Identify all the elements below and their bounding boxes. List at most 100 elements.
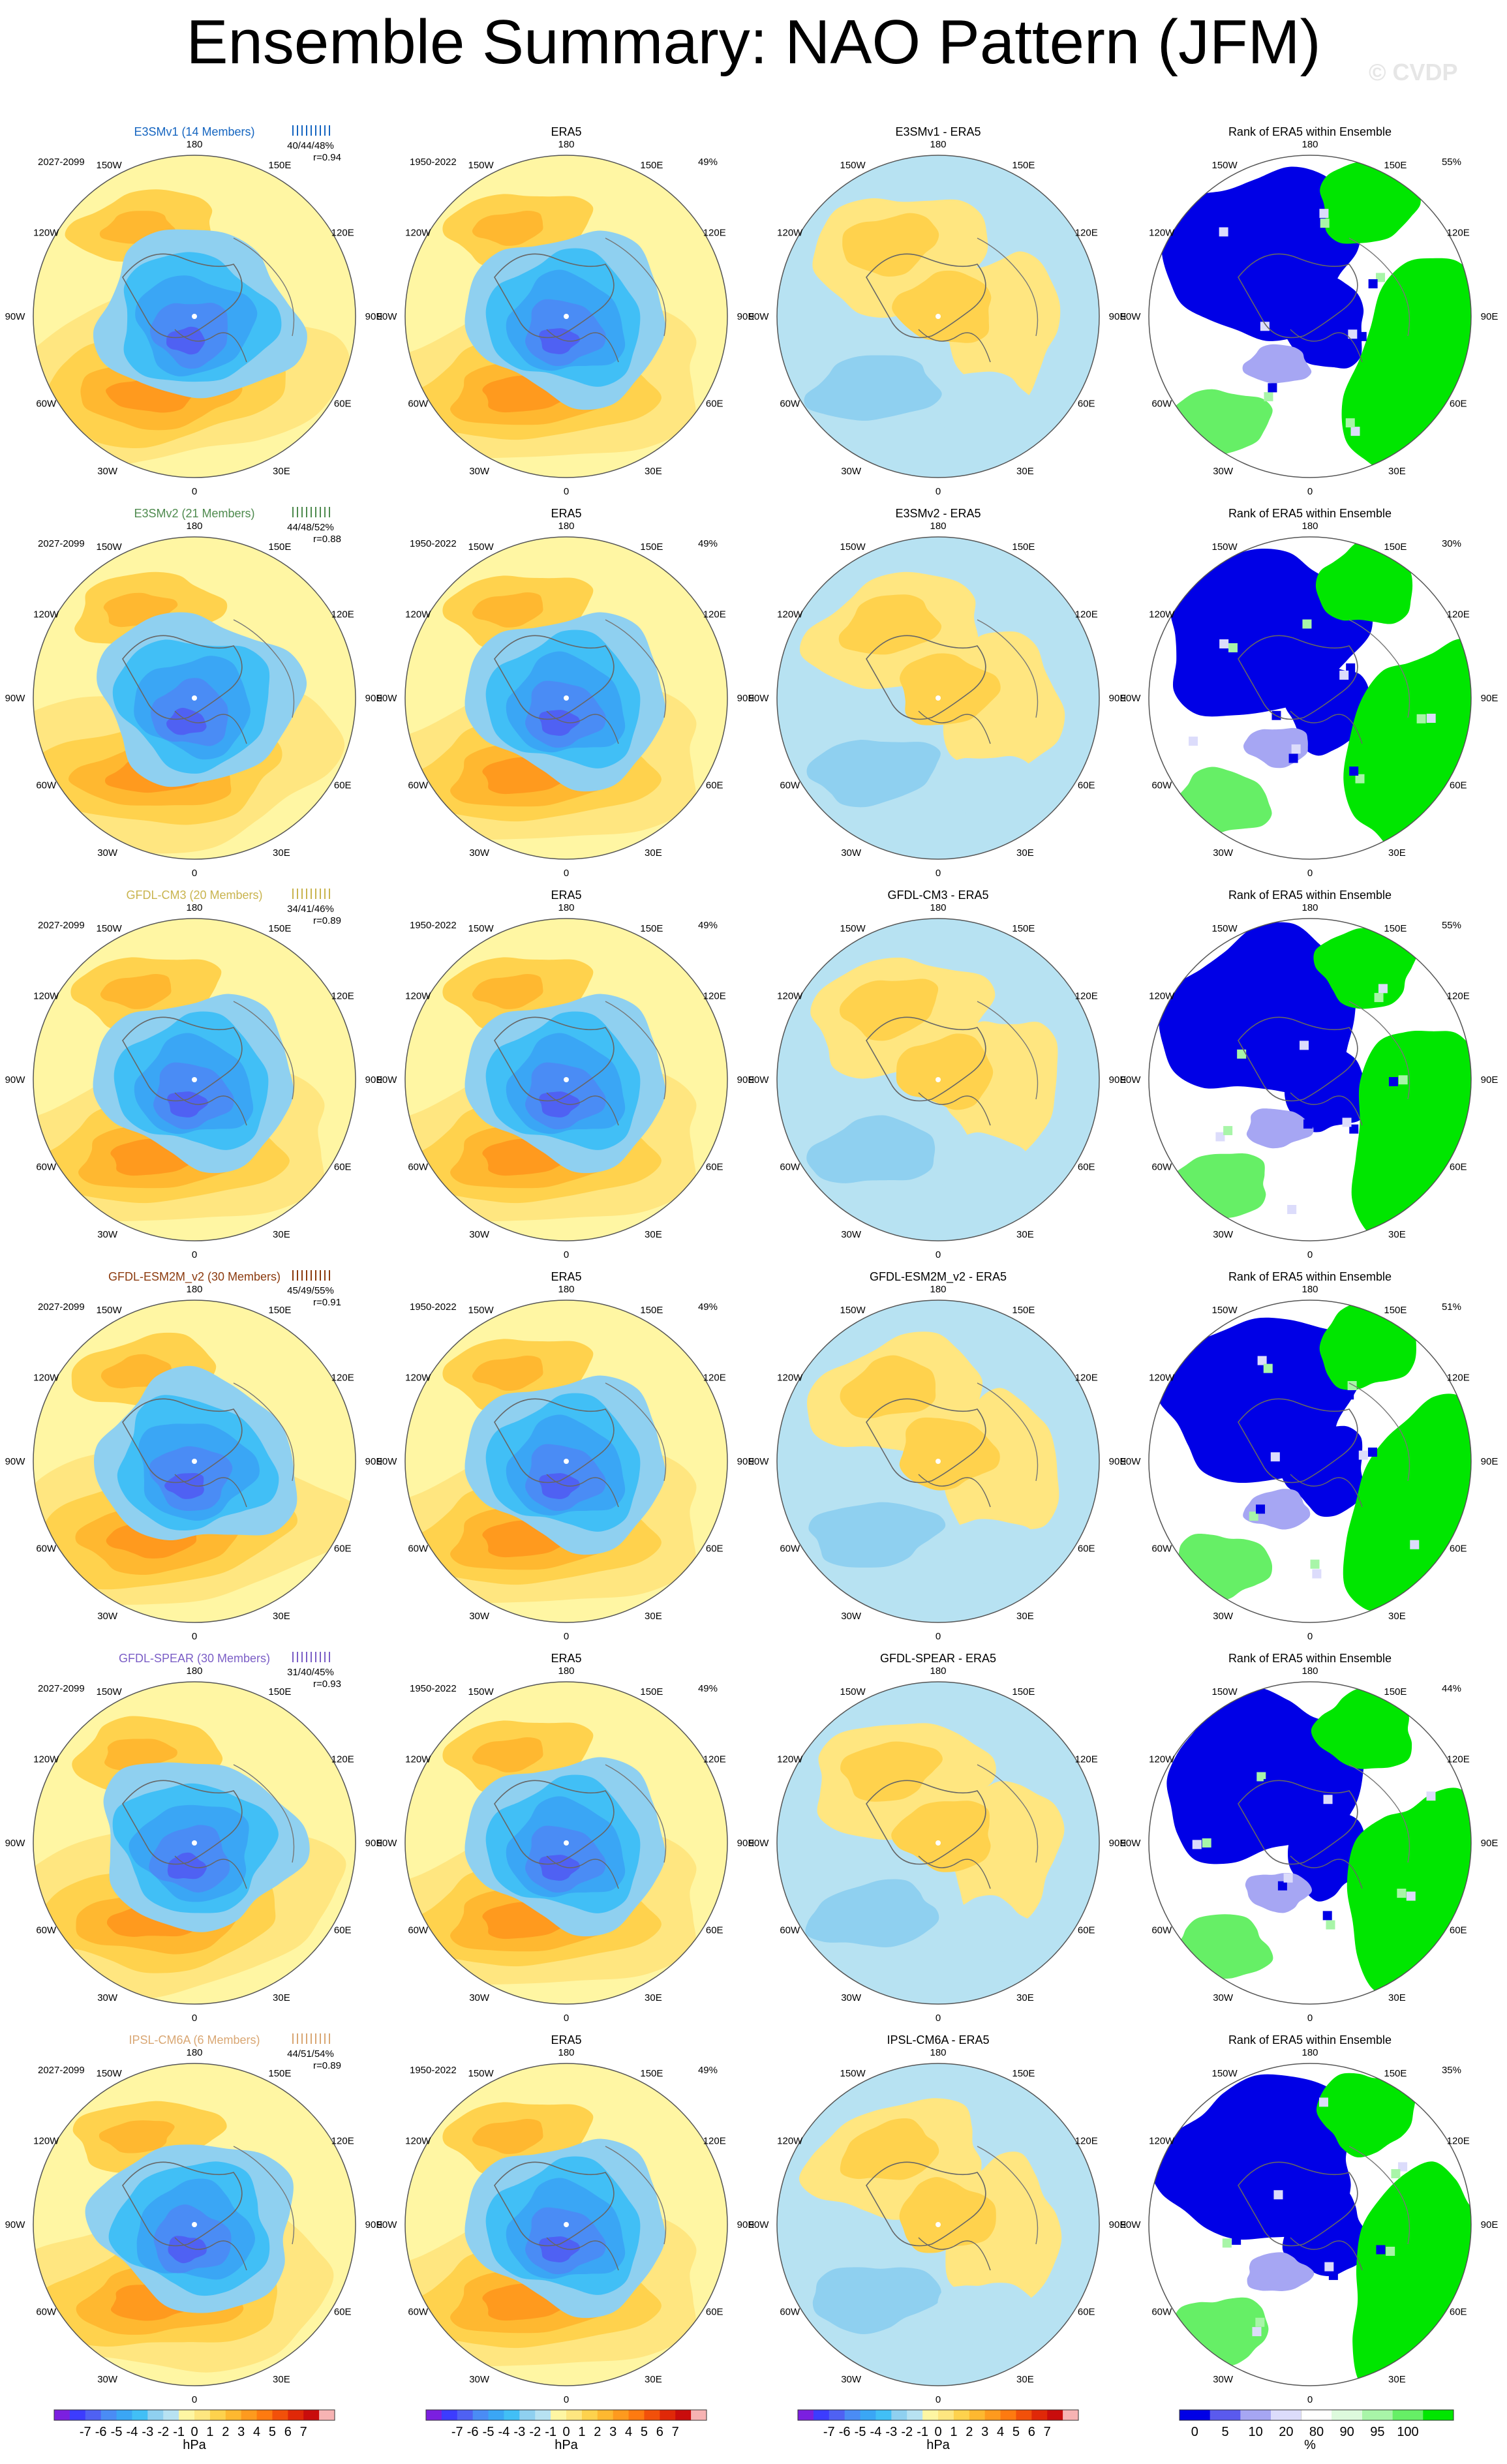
longitude-label: 120E: [1075, 991, 1098, 1002]
rank-cell: [1386, 2246, 1395, 2256]
longitude-label: 90E: [1109, 311, 1127, 322]
longitude-label: 150E: [1012, 160, 1035, 171]
ensemble-spread-tick: [306, 125, 307, 136]
longitude-label: 150W: [1211, 541, 1238, 553]
colorbar-segment: [907, 2410, 923, 2420]
longitude-label: 30W: [1213, 847, 1234, 859]
rank-map: 180 150W 150E 120W 120E 90W 90E 60W 60E 30W 30E 0: [1121, 2047, 1499, 2405]
longitude-label: 60E: [334, 398, 352, 409]
field-contour: [472, 2118, 543, 2154]
coastline: [918, 710, 991, 744]
colorbar-tick: -5: [111, 2425, 123, 2439]
ensemble-spread-tick: [329, 507, 330, 517]
longitude-label: 120W: [777, 2136, 803, 2147]
longitude-label: 0: [192, 1249, 197, 1260]
colorbar-tick: 1: [578, 2425, 585, 2439]
pole-marker: [936, 1459, 941, 1464]
pattern-correlation: r=0.89: [313, 2060, 341, 2071]
longitude-label: 90E: [737, 1074, 755, 1086]
longitude-label: 60W: [36, 398, 57, 409]
longitude-label: 0: [564, 486, 569, 497]
rank-cell: [1367, 1447, 1377, 1457]
field-contour: [892, 270, 992, 343]
colorbar-segment: [613, 2410, 630, 2420]
longitude-label: 120W: [405, 609, 431, 620]
longitude-label: 30E: [273, 1229, 290, 1240]
longitude-label: 120W: [33, 2136, 59, 2147]
longitude-label: 30E: [1016, 1611, 1034, 1622]
rank-cell: [1312, 2184, 1322, 2194]
rank-title: Rank of ERA5 within Ensemble: [1228, 889, 1392, 902]
model-period: 2027-2099: [38, 1683, 85, 1694]
colorbar-segment: [100, 2410, 117, 2420]
rank-colorbar-segment: [1180, 2410, 1211, 2420]
longitude-label: 0: [564, 2394, 569, 2405]
coastline: [174, 1092, 247, 1126]
longitude-label: 0: [192, 868, 197, 879]
coastline: [866, 253, 986, 339]
pole-marker: [192, 1459, 197, 1464]
rank-colorbar-segment: [1332, 2410, 1363, 2420]
coastline: [918, 1855, 991, 1889]
map-field: [777, 2063, 1099, 2386]
longitude-label: 30E: [273, 847, 290, 859]
longitude-label: 120E: [1075, 609, 1098, 620]
longitude-label: 0: [564, 1249, 569, 1260]
longitude-label: 60E: [1078, 780, 1095, 791]
field-contour: [840, 1355, 936, 1419]
rank-cell: [1256, 1772, 1266, 1782]
longitude-label: 90W: [5, 1074, 26, 1086]
field-contour: [937, 371, 1041, 436]
longitude-label: 120E: [1447, 2136, 1470, 2147]
longitude-label: 90W: [1121, 693, 1142, 704]
longitude-label: 60W: [408, 1924, 429, 1936]
field-contour: [1316, 2073, 1416, 2158]
longitude-label: 180: [558, 1665, 574, 1677]
longitude-label: 120E: [703, 991, 726, 1002]
model-period: 2027-2099: [38, 538, 85, 549]
colorbar-tick: 5: [641, 2425, 648, 2439]
longitude-label: 90W: [377, 1074, 398, 1086]
field-contour: [1282, 2185, 1369, 2277]
rank-map: 180 150W 150E 120W 120E 90W 90E 60W 60E 30W 30E 0: [1121, 521, 1499, 879]
coastline: [1348, 1764, 1410, 1863]
obs-variance-pct: 49%: [698, 920, 718, 931]
longitude-label: 30E: [273, 1611, 290, 1622]
longitude-label: 90W: [1121, 2219, 1142, 2230]
longitude-label: 30W: [841, 1992, 862, 2003]
field-contour: [1351, 1031, 1471, 1241]
model-title: E3SMv2 (21 Members): [134, 507, 254, 520]
coastline: [122, 253, 243, 339]
rank-cell: [1410, 1540, 1420, 1549]
map-field: [405, 919, 727, 1241]
longitude-label: 180: [558, 521, 574, 532]
field-contour: [167, 1852, 207, 1879]
rank-cell: [1347, 1826, 1356, 1836]
rank-colorbar-segment: [1301, 2409, 1333, 2421]
colorbar-segment: [922, 2410, 939, 2420]
coastline: [1348, 2146, 1410, 2245]
longitude-label: 120E: [1447, 228, 1470, 239]
longitude-label: 0: [1307, 2013, 1313, 2024]
colorbar-tick: 0: [190, 2425, 198, 2439]
longitude-label: 0: [1307, 868, 1313, 879]
explained-variance-stats: 44/48/52%: [287, 522, 334, 533]
colorbar-tick: 1: [950, 2425, 957, 2439]
field-contour: [896, 1033, 994, 1110]
longitude-label: 120W: [777, 1373, 803, 1384]
longitude-label: 30E: [645, 847, 662, 859]
longitude-label: 30E: [1016, 847, 1034, 859]
colorbar-tick: 0: [562, 2425, 570, 2439]
obs-title: ERA5: [551, 2033, 581, 2046]
colorbar-segment: [938, 2410, 954, 2420]
ensemble-spread-tick: [315, 889, 316, 899]
rank-colorbar-tick: 95: [1370, 2425, 1384, 2439]
longitude-label: 180: [186, 1665, 202, 1677]
rank-cell: [1252, 2327, 1262, 2337]
colorbar-border: [425, 2409, 707, 2421]
colorbar-segment: [891, 2410, 907, 2420]
coastline: [605, 1764, 667, 1863]
coastline: [233, 1382, 295, 1482]
longitude-label: 30W: [469, 1229, 490, 1240]
longitude-label: 30W: [469, 1992, 490, 2003]
